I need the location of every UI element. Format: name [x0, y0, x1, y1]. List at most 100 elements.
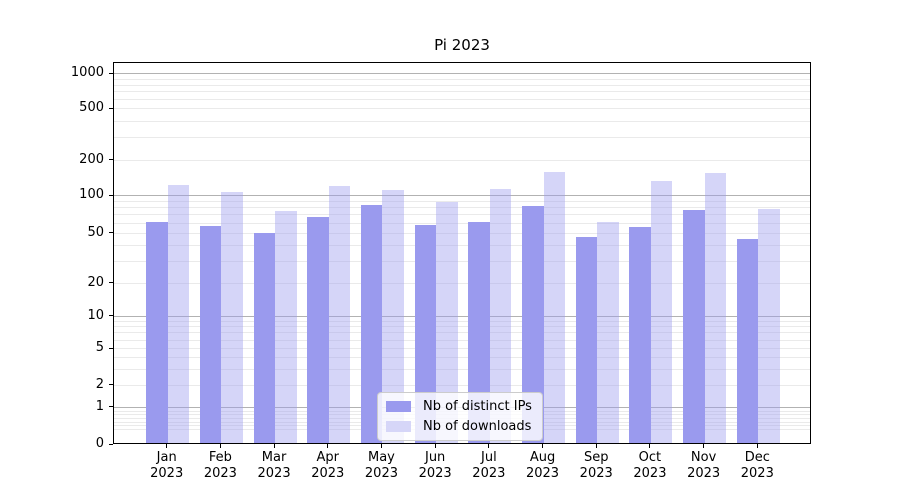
- x-tick-mark: [649, 444, 651, 448]
- y-tick-mark: [109, 282, 113, 284]
- legend-entry-downloads: Nb of downloads: [386, 419, 532, 434]
- bar-downloads-mar: [275, 211, 297, 443]
- bar-downloads-jan: [167, 184, 190, 443]
- x-tick-label-aug: Aug 2023: [525, 450, 560, 481]
- x-tick-label-apr: Apr 2023: [311, 450, 345, 481]
- gridline-4: [114, 357, 810, 358]
- y-tick-label-5: 5: [95, 340, 104, 355]
- bar-distinct-ips-may: [360, 204, 383, 443]
- gridline-30: [114, 260, 810, 262]
- bar-downloads-aug: [543, 171, 566, 443]
- gridline-700: [114, 91, 810, 93]
- bar-distinct-ips-feb: [199, 225, 222, 443]
- gridline-500: [114, 108, 810, 110]
- legend-swatch-distinct-ips-icon: [386, 401, 411, 412]
- bar-distinct-ips-oct: [629, 226, 651, 443]
- gridline-3: [114, 368, 810, 370]
- gridline-20: [114, 282, 810, 284]
- bar-downloads-may: [382, 190, 404, 443]
- gridline-9: [114, 320, 810, 322]
- chart-title: Pi 2023: [434, 36, 490, 54]
- gridline-300: [114, 137, 810, 139]
- gridline-8: [114, 326, 810, 328]
- gridline-900: [114, 78, 810, 80]
- y-tick-label-50: 50: [87, 224, 104, 240]
- legend-label-downloads: Nb of downloads: [423, 419, 532, 434]
- gridline-200: [114, 159, 810, 161]
- gridline-80: [114, 207, 810, 209]
- bar-downloads-nov: [704, 173, 727, 443]
- y-tick-label-1000: 1000: [70, 65, 104, 81]
- bar-downloads-feb: [221, 191, 243, 443]
- y-tick-label-500: 500: [79, 100, 104, 116]
- x-tick-mark: [488, 444, 490, 448]
- bar-distinct-ips-dec: [736, 238, 759, 443]
- x-tick-label-dec: Dec 2023: [740, 450, 774, 481]
- y-tick-label-10: 10: [87, 307, 104, 323]
- x-tick-mark: [327, 444, 329, 448]
- x-tick-mark: [703, 444, 705, 448]
- y-tick-mark: [109, 315, 113, 317]
- y-tick-mark: [109, 72, 113, 74]
- gridline-600: [114, 99, 810, 101]
- gridline-50: [114, 232, 810, 234]
- y-tick-mark: [109, 347, 113, 349]
- gridline-100: [114, 195, 810, 196]
- x-tick-mark: [434, 444, 436, 448]
- bar-downloads-jun: [436, 202, 458, 443]
- x-tick-label-jun: Jun 2023: [418, 450, 452, 481]
- legend-label-distinct-ips: Nb of distinct IPs: [423, 399, 532, 414]
- x-tick-mark: [595, 444, 597, 448]
- x-tick-label-may: May 2023: [364, 450, 398, 481]
- gridline-60: [114, 222, 810, 224]
- legend-swatch-downloads-icon: [386, 421, 411, 432]
- bar-downloads-sep: [597, 221, 619, 443]
- bar-downloads-oct: [650, 180, 673, 443]
- x-tick-label-jul: Jul 2023: [472, 450, 506, 481]
- x-tick-label-feb: Feb 2023: [203, 450, 237, 481]
- y-tick-mark: [109, 232, 113, 234]
- gridline-90: [114, 200, 810, 202]
- bar-distinct-ips-mar: [253, 232, 276, 443]
- x-tick-label-oct: Oct 2023: [633, 450, 667, 481]
- y-tick-label-2: 2: [95, 376, 104, 392]
- bar-downloads-dec: [758, 208, 780, 443]
- y-tick-mark: [109, 107, 113, 109]
- x-tick-mark: [756, 444, 758, 448]
- legend-entry-distinct-ips: Nb of distinct IPs: [386, 399, 532, 414]
- gridline-2: [114, 384, 810, 386]
- y-tick-mark: [109, 406, 113, 408]
- gridline-10: [114, 315, 810, 317]
- y-tick-mark: [109, 384, 113, 386]
- y-tick-label-1: 1: [95, 398, 104, 414]
- y-tick-label-100: 100: [79, 187, 104, 202]
- bar-distinct-ips-jul: [468, 221, 490, 443]
- x-tick-label-jan: Jan 2023: [150, 450, 184, 481]
- x-tick-mark: [219, 444, 221, 448]
- bar-downloads-apr: [328, 185, 351, 443]
- y-tick-label-0: 0: [95, 436, 104, 451]
- x-tick-mark: [380, 444, 382, 448]
- x-tick-mark: [273, 444, 275, 448]
- gridline-40: [114, 244, 810, 246]
- y-tick-mark: [109, 194, 113, 196]
- legend: Nb of distinct IPs Nb of downloads: [377, 392, 543, 441]
- gridline-7: [114, 332, 810, 334]
- plot-area: [113, 62, 811, 444]
- x-tick-label-nov: Nov 2023: [687, 450, 721, 481]
- bar-distinct-ips-sep: [575, 237, 598, 443]
- bar-distinct-ips-jan: [146, 221, 168, 443]
- gridline-6: [114, 339, 810, 341]
- bar-distinct-ips-aug: [522, 206, 544, 443]
- bar-distinct-ips-apr: [307, 216, 329, 443]
- bar-downloads-jul: [489, 189, 512, 443]
- y-tick-mark: [109, 159, 113, 161]
- gridline-800: [114, 84, 810, 86]
- x-tick-label-mar: Mar 2023: [257, 450, 291, 481]
- y-tick-label-200: 200: [79, 151, 104, 167]
- gridline-1000: [114, 73, 810, 75]
- bar-distinct-ips-jun: [414, 224, 437, 443]
- bar-distinct-ips-nov: [683, 210, 705, 443]
- gridline-70: [114, 214, 810, 216]
